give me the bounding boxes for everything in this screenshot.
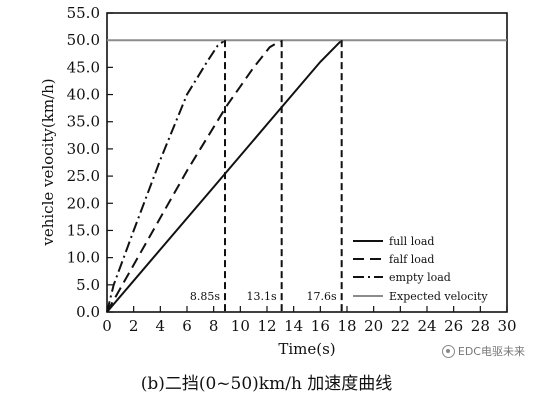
x-tick-label: 14 (284, 317, 303, 335)
x-tick-label: 24 (417, 317, 436, 335)
y-axis-ticks: 0.0 5.0 10.0 15.0 20.0 25.0 30.0 35.0 40.0 45.0 50… (67, 4, 113, 321)
x-tick-label: 20 (364, 317, 383, 335)
y-tick-label: 15.0 (67, 221, 100, 239)
y-tick-label: 45.0 (67, 58, 100, 76)
legend-label: empty load (389, 271, 451, 284)
watermark-text: EDC电驱未来 (457, 345, 525, 358)
time-marker-label: 8.85s (190, 290, 220, 303)
series-line-solid (106, 39, 343, 313)
series-line-dashdot (106, 39, 226, 313)
x-tick-label: 2 (129, 317, 139, 335)
x-tick-label: 6 (182, 317, 192, 335)
y-axis-title: vehicle velocity(km/h) (39, 78, 57, 246)
wechat-icon (441, 344, 455, 358)
time-marker-label: 17.6s (307, 290, 337, 303)
x-tick-label: 0 (102, 317, 112, 335)
y-tick-label: 40.0 (67, 86, 100, 104)
y-tick-label: 55.0 (67, 4, 100, 22)
watermark: EDC电驱未来 (441, 343, 525, 359)
y-tick-label: 5.0 (76, 276, 100, 294)
x-axis-ticks: 0 2 4 6 8 10 12 14 16 18 20 22 24 26 28 30 (102, 306, 517, 335)
x-tick-label: 4 (156, 317, 166, 335)
x-tick-label: 30 (497, 317, 516, 335)
y-tick-label: 0.0 (76, 303, 100, 321)
y-tick-label: 10.0 (67, 249, 100, 267)
legend-label: Expected velocity (389, 290, 488, 303)
legend-label: full load (389, 235, 434, 248)
x-axis-title: Time(s) (278, 340, 335, 358)
legend-label: falf load (389, 253, 434, 266)
time-markers: 8.85s 13.1s 17.6s (190, 40, 343, 312)
y-tick-label: 25.0 (67, 167, 100, 185)
series-layer (106, 39, 507, 313)
legend: full load falf load empty load Expected vel… (353, 235, 488, 303)
y-tick-label: 50.0 (67, 31, 100, 49)
x-tick-label: 22 (391, 317, 410, 335)
y-tick-label: 35.0 (67, 113, 100, 131)
x-tick-label: 26 (444, 317, 463, 335)
y-tick-label: 30.0 (67, 140, 100, 158)
x-tick-label: 12 (257, 317, 276, 335)
velocity-chart: 0.0 5.0 10.0 15.0 20.0 25.0 30.0 35.0 40.0 45.0 50… (39, 4, 517, 358)
series-line-dashed (106, 39, 283, 313)
x-tick-label: 10 (231, 317, 250, 335)
x-tick-label: 8 (209, 317, 219, 335)
time-marker-label: 13.1s (247, 290, 277, 303)
x-tick-label: 16 (311, 317, 330, 335)
x-tick-label: 18 (337, 317, 356, 335)
plot-frame (106, 12, 508, 313)
y-tick-label: 20.0 (67, 194, 100, 212)
figure-caption: (b)二挡(0~50)km/h 加速度曲线 (140, 374, 393, 394)
x-tick-label: 28 (471, 317, 490, 335)
